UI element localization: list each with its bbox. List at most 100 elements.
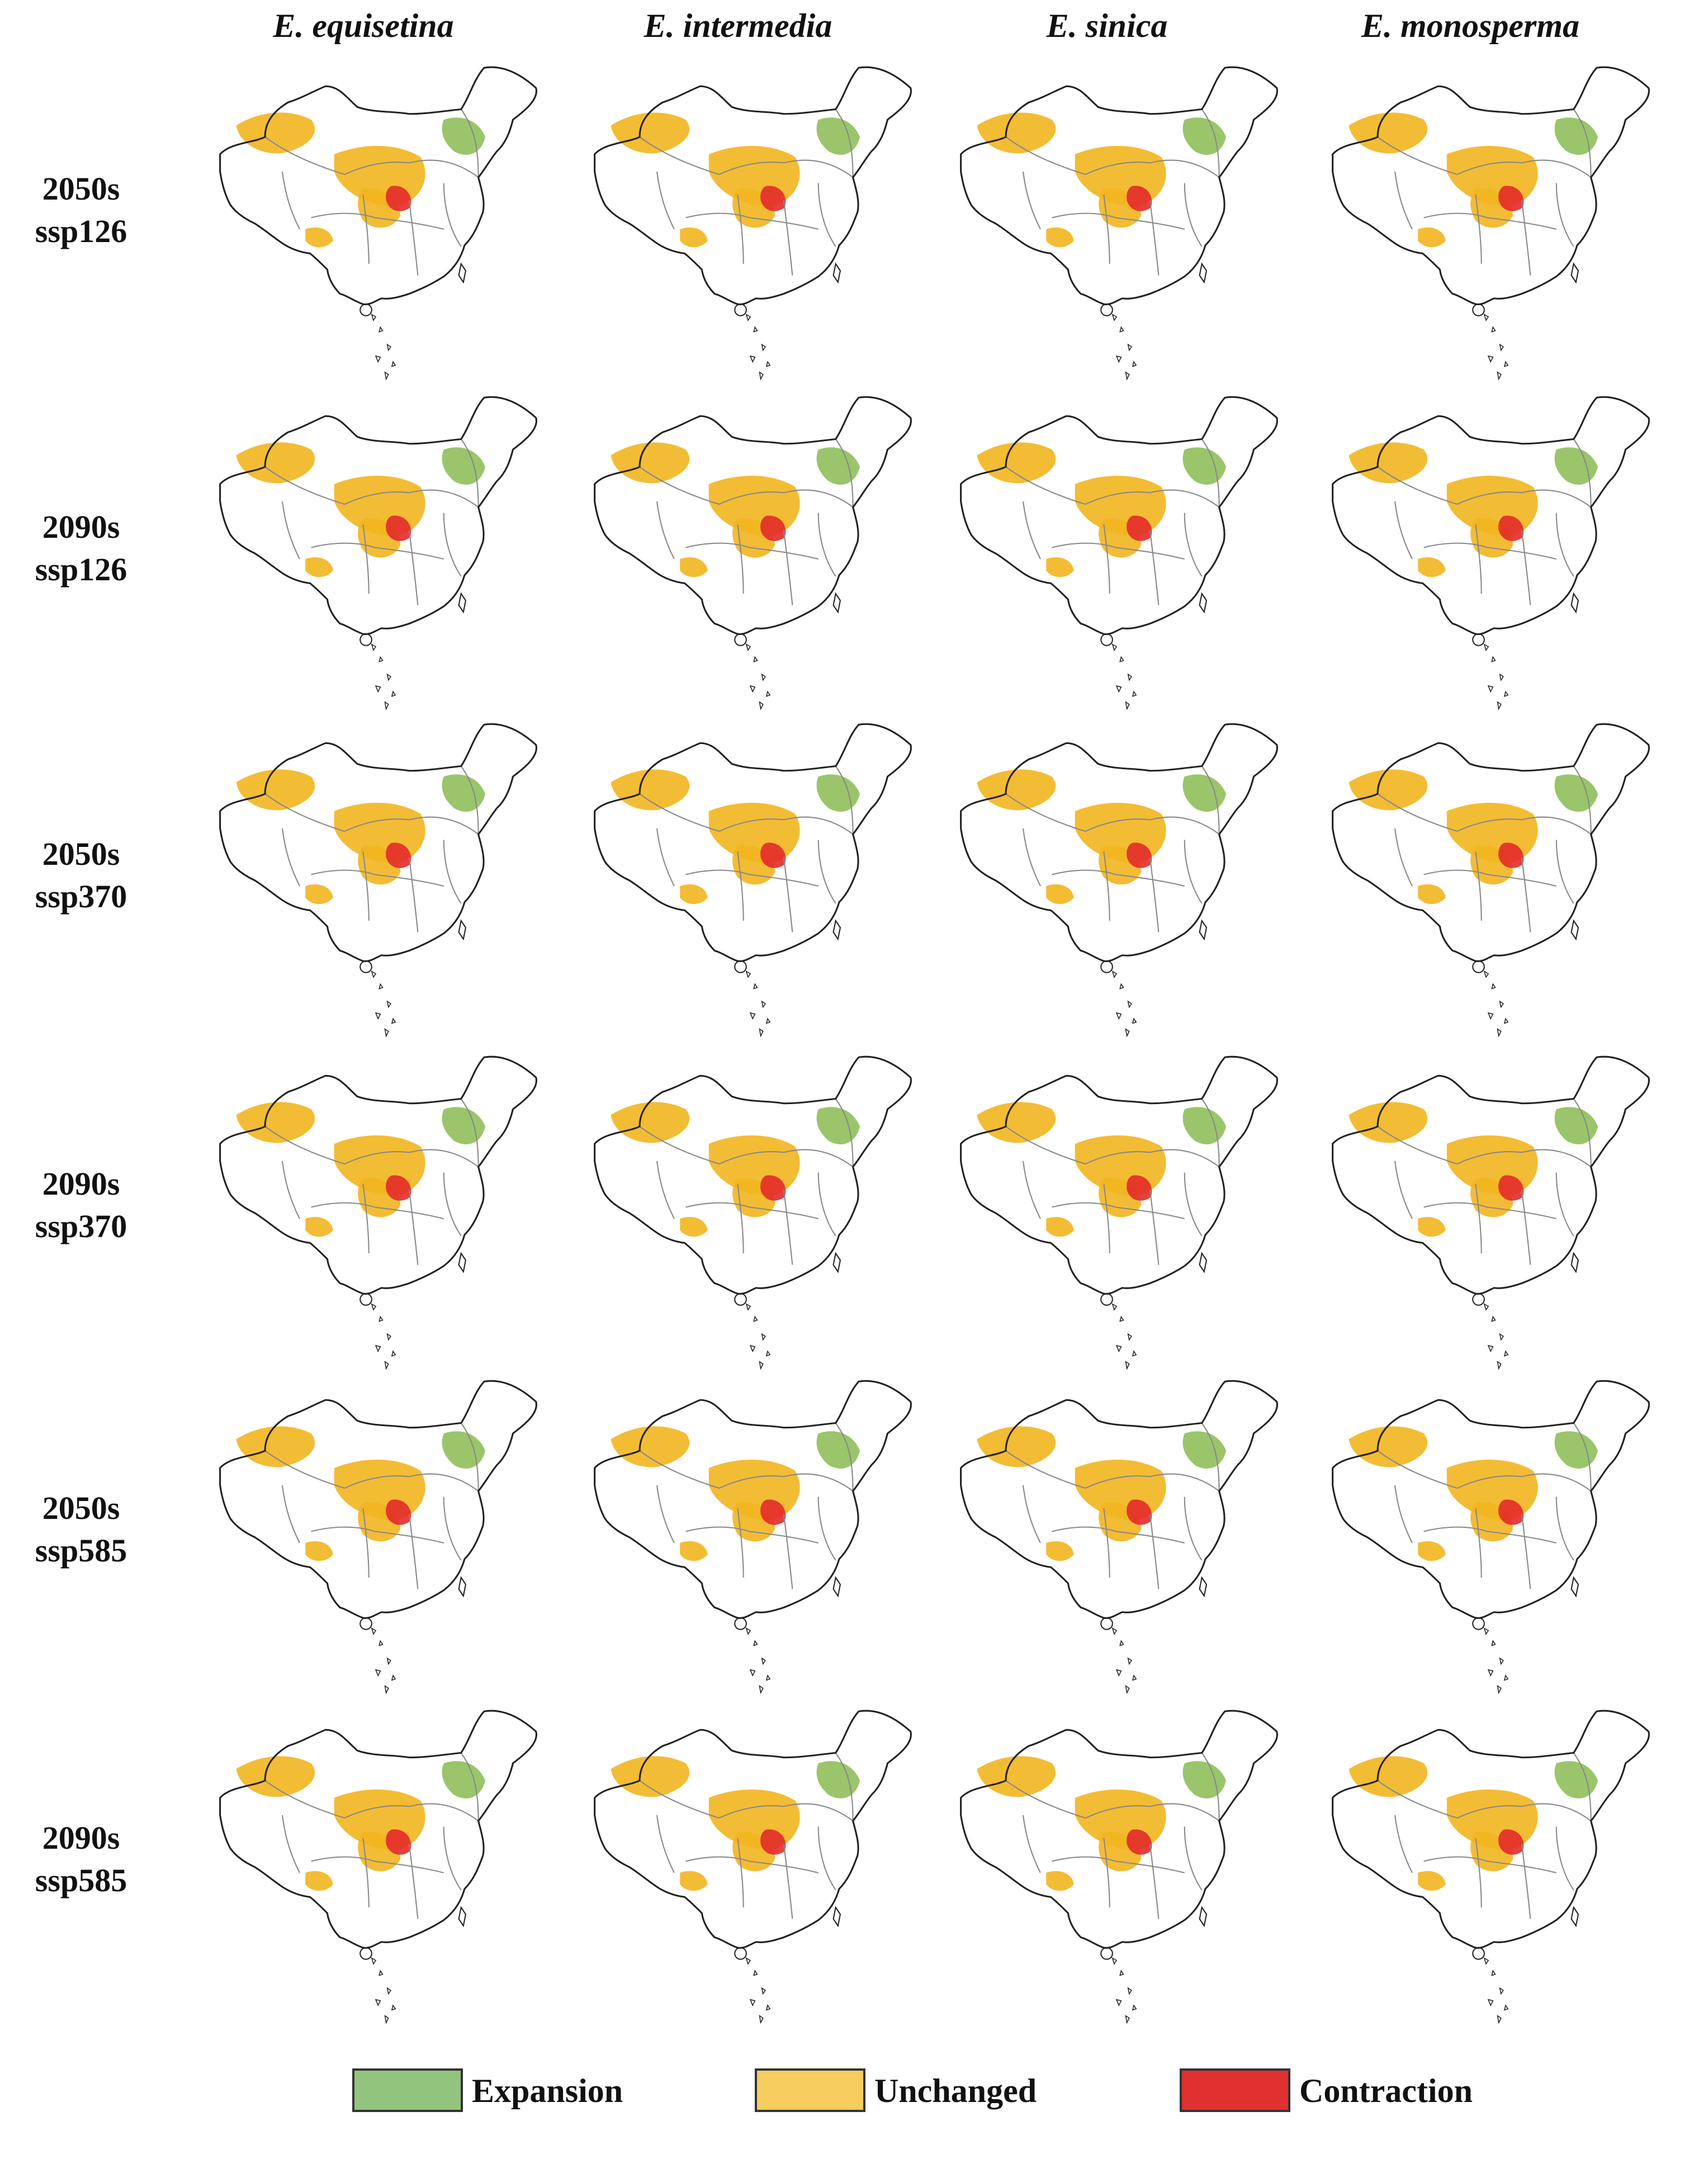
island-hainan <box>1472 304 1485 316</box>
habitat-patch-unchanged <box>1349 1426 1428 1467</box>
island-hainan <box>734 633 747 646</box>
island-group <box>1111 1957 1118 1965</box>
island-taiwan <box>1199 262 1208 284</box>
province-boundary <box>1005 1780 1086 1819</box>
row-ssp: ssp585 <box>35 1862 127 1898</box>
habitat-patch-unchanged <box>1046 1216 1074 1237</box>
province-boundary <box>408 1190 419 1265</box>
province-boundary <box>344 162 410 175</box>
china-map <box>219 1710 537 2024</box>
province-boundary <box>1022 1161 1041 1219</box>
province-boundary <box>749 547 818 560</box>
province-boundary <box>1149 816 1220 835</box>
province-boundary <box>460 438 479 508</box>
habitat-patch-contraction <box>1498 842 1524 868</box>
island-group <box>1503 1350 1509 1357</box>
island-group <box>371 643 377 651</box>
province-boundary <box>344 1475 410 1489</box>
province-boundary <box>311 1202 375 1208</box>
island-group <box>1132 690 1137 697</box>
island-group <box>1497 1685 1502 1694</box>
province-boundary <box>362 524 370 594</box>
island-group <box>391 1017 396 1024</box>
province-boundary <box>749 1860 818 1874</box>
habitat-patch-unchanged <box>236 1102 315 1143</box>
province-boundary <box>1487 547 1556 560</box>
province-boundary <box>783 530 793 605</box>
habitat-patch-expansion <box>442 117 485 155</box>
china-map <box>1332 1710 1650 2024</box>
province-boundary <box>264 1126 345 1165</box>
island-group <box>745 643 751 651</box>
province-boundary <box>656 501 675 560</box>
island-hainan <box>1100 1293 1113 1306</box>
province-boundary <box>1521 200 1531 276</box>
province-boundary <box>1201 438 1220 508</box>
province-boundary <box>264 136 345 176</box>
island-hainan <box>359 633 372 646</box>
map-panel <box>565 1370 934 1716</box>
habitat-patch-unchanged <box>1046 884 1074 905</box>
province-boundary <box>1115 547 1185 560</box>
country-outline <box>219 1380 537 1619</box>
island-group <box>1487 1669 1494 1677</box>
province-boundary <box>409 1473 479 1492</box>
habitat-patch-contraction <box>386 842 411 868</box>
province-boundary <box>1149 200 1160 276</box>
province-boundary <box>281 1161 300 1219</box>
map-panel <box>931 386 1300 732</box>
china-map <box>594 1055 912 1370</box>
island-group <box>745 313 751 321</box>
province-boundary <box>783 816 854 835</box>
habitat-patch-unchanged <box>1349 1756 1428 1797</box>
island-group <box>765 1017 771 1024</box>
legend-label-contraction: Contraction <box>1299 2072 1473 2109</box>
province-boundary <box>835 108 854 178</box>
island-group <box>1119 1315 1124 1322</box>
china-map <box>960 66 1278 381</box>
province-boundary <box>835 1422 854 1492</box>
island-group <box>1499 1657 1504 1665</box>
province-boundary <box>685 212 750 219</box>
province-boundary <box>460 765 479 835</box>
map-panel <box>931 713 1300 1059</box>
province-boundary <box>718 162 784 175</box>
province-boundary <box>685 1856 750 1862</box>
province-boundary <box>639 1450 720 1489</box>
habitat-patch-expansion <box>1182 117 1226 155</box>
china-map <box>219 66 537 381</box>
country-outline <box>1332 66 1650 305</box>
island-group <box>1125 701 1130 711</box>
country-outline <box>594 723 912 962</box>
island-group <box>1119 656 1124 662</box>
island-hainan <box>1472 960 1485 973</box>
habitat-patch-expansion <box>442 1107 485 1144</box>
china-map <box>219 1380 537 1694</box>
province-boundary <box>408 530 419 605</box>
province-boundary <box>1573 1098 1592 1167</box>
habitat-patch-unchanged <box>977 769 1056 811</box>
island-taiwan <box>458 592 467 614</box>
island-group <box>1503 1017 1509 1024</box>
province-boundary <box>1521 857 1531 932</box>
province-boundary <box>639 466 720 505</box>
map-panel <box>565 386 934 732</box>
island-group <box>1497 371 1502 381</box>
habitat-patch-contraction <box>1498 1829 1524 1855</box>
island-group <box>1503 2004 1509 2011</box>
habitat-patch-unchanged <box>1349 112 1428 154</box>
province-boundary <box>656 1485 675 1544</box>
province-boundary <box>264 1780 345 1819</box>
province-boundary <box>460 1422 479 1492</box>
island-group <box>1499 1333 1504 1341</box>
row-period: 2050s <box>42 171 120 207</box>
island-hainan <box>1472 1617 1485 1630</box>
island-group <box>759 371 764 381</box>
island-group <box>371 1303 377 1311</box>
row-period: 2090s <box>42 1820 120 1856</box>
island-group <box>1483 1957 1489 1965</box>
country-outline <box>960 723 1278 962</box>
province-boundary <box>1184 1497 1203 1561</box>
province-boundary <box>835 1098 854 1167</box>
province-boundary <box>639 1126 720 1165</box>
